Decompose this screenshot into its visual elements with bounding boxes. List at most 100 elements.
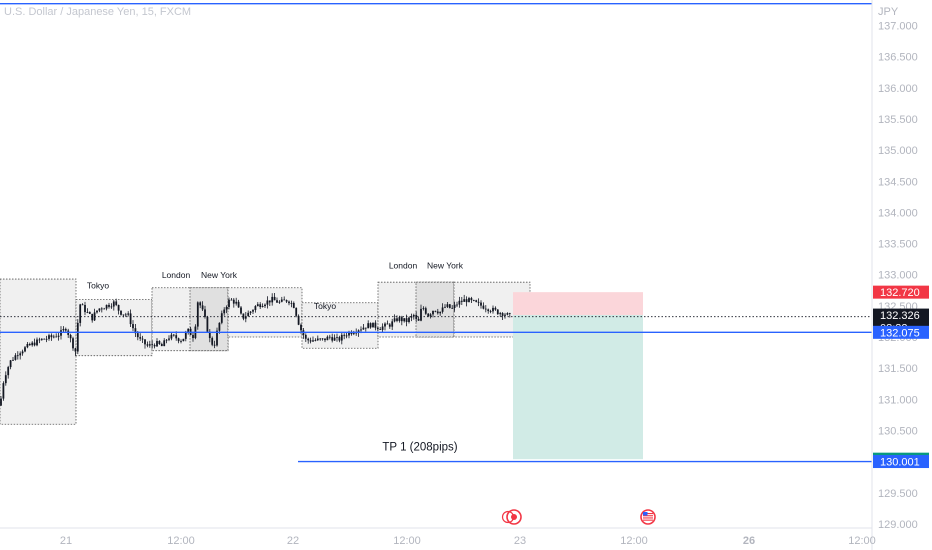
candle-body bbox=[448, 304, 451, 308]
candle-body bbox=[134, 328, 137, 334]
candle-body bbox=[312, 340, 314, 342]
candle-body bbox=[240, 307, 242, 314]
candle-body bbox=[172, 334, 175, 336]
candle-body bbox=[412, 315, 415, 317]
y-tick-label: 135.000 bbox=[878, 145, 918, 157]
annotations: TP 1 (208pips) bbox=[382, 441, 457, 453]
candle-body bbox=[268, 300, 271, 303]
candle-body bbox=[444, 306, 446, 308]
candle-body bbox=[492, 307, 494, 312]
candle-body bbox=[242, 313, 245, 319]
candle-body bbox=[184, 332, 187, 339]
candle-body bbox=[388, 324, 391, 327]
candle-body bbox=[220, 313, 223, 323]
candle-body bbox=[357, 330, 360, 333]
jp-event-icon[interactable] bbox=[501, 509, 522, 525]
candle-body bbox=[504, 314, 506, 316]
candle-body bbox=[45, 338, 48, 340]
x-tick-label: 12:00 bbox=[620, 535, 648, 547]
candle-body bbox=[122, 314, 125, 316]
candle-body bbox=[343, 334, 346, 336]
time-axis[interactable]: 21 12:00 22 12:00 23 12:00 26 12:00 bbox=[60, 535, 876, 547]
candle-body bbox=[307, 338, 310, 341]
position-tool[interactable] bbox=[513, 292, 643, 460]
candle-body bbox=[355, 332, 358, 334]
candle-body bbox=[381, 326, 384, 330]
candle-body bbox=[276, 300, 278, 303]
candle-body bbox=[472, 300, 475, 301]
candle-body bbox=[254, 306, 257, 311]
candle-body bbox=[367, 323, 370, 329]
candle-body bbox=[304, 334, 307, 339]
candle-body bbox=[7, 367, 10, 376]
candle-body bbox=[328, 336, 331, 338]
candle-body bbox=[405, 318, 408, 322]
horizontal-lines[interactable] bbox=[0, 2, 872, 463]
candle-body bbox=[489, 311, 492, 312]
us-event-icon[interactable] bbox=[640, 509, 656, 525]
stop-loss-zone[interactable] bbox=[513, 292, 643, 316]
x-tick-label: 12:00 bbox=[848, 535, 876, 547]
candle-body bbox=[326, 336, 329, 341]
candle-body bbox=[400, 317, 403, 322]
candle-body bbox=[261, 306, 264, 308]
candle-body bbox=[285, 300, 288, 302]
candle-body bbox=[14, 355, 17, 360]
candle-body bbox=[223, 309, 226, 314]
candle-body bbox=[79, 304, 82, 323]
candle-body bbox=[230, 299, 233, 301]
candle-body bbox=[235, 301, 238, 304]
candle-body bbox=[427, 313, 430, 317]
session-box bbox=[227, 287, 303, 338]
candle-body bbox=[292, 302, 295, 308]
candle-body bbox=[180, 341, 182, 342]
candle-body bbox=[120, 310, 122, 315]
candle-body bbox=[470, 298, 473, 301]
candle-body bbox=[100, 308, 103, 310]
session-label: Tokyo bbox=[314, 301, 336, 311]
candle-body bbox=[216, 330, 218, 346]
y-tick-label: 129.500 bbox=[878, 488, 918, 500]
price-tag-value: 132.326 bbox=[880, 310, 920, 322]
candle-body bbox=[170, 334, 173, 339]
candle-body bbox=[331, 337, 334, 341]
candle-body bbox=[206, 316, 209, 332]
candle-body bbox=[465, 299, 468, 303]
flag-stripe bbox=[643, 515, 653, 517]
candle-body bbox=[74, 348, 77, 352]
flag-stripe bbox=[643, 517, 653, 519]
chart-title: U.S. Dollar / Japanese Yen, 15, FXCM bbox=[4, 6, 192, 18]
candle-body bbox=[225, 307, 228, 310]
candle-body bbox=[175, 335, 178, 339]
y-tick-label: 129.000 bbox=[878, 519, 918, 531]
candle-body bbox=[345, 335, 348, 337]
candle-body bbox=[105, 304, 108, 309]
candle-body bbox=[300, 324, 302, 331]
candle-body bbox=[309, 340, 312, 342]
candle-body bbox=[434, 310, 437, 312]
candle-body bbox=[76, 322, 79, 352]
candle-body bbox=[316, 338, 319, 341]
y-tick-label: 133.000 bbox=[878, 270, 918, 282]
candle-body bbox=[424, 308, 427, 314]
candle-body bbox=[393, 318, 396, 322]
candle-body bbox=[211, 338, 214, 345]
candle-body bbox=[415, 315, 418, 319]
price-tags: 132.720132.353132.32608:32132.075130.039… bbox=[873, 285, 929, 469]
candle-body bbox=[86, 312, 89, 313]
candle-body bbox=[417, 318, 420, 321]
take-profit-zone[interactable] bbox=[513, 315, 643, 460]
y-axis-label: JPY bbox=[878, 6, 899, 18]
candle-body bbox=[160, 344, 163, 347]
event-markers[interactable] bbox=[501, 509, 656, 525]
candle-body bbox=[64, 328, 67, 331]
x-tick-label: 21 bbox=[60, 535, 72, 547]
candle-body bbox=[314, 340, 317, 341]
candle-body bbox=[475, 300, 478, 302]
candle-body bbox=[112, 301, 115, 307]
candle-body bbox=[429, 314, 432, 317]
candle-body bbox=[319, 338, 322, 340]
candle-body bbox=[117, 304, 120, 311]
